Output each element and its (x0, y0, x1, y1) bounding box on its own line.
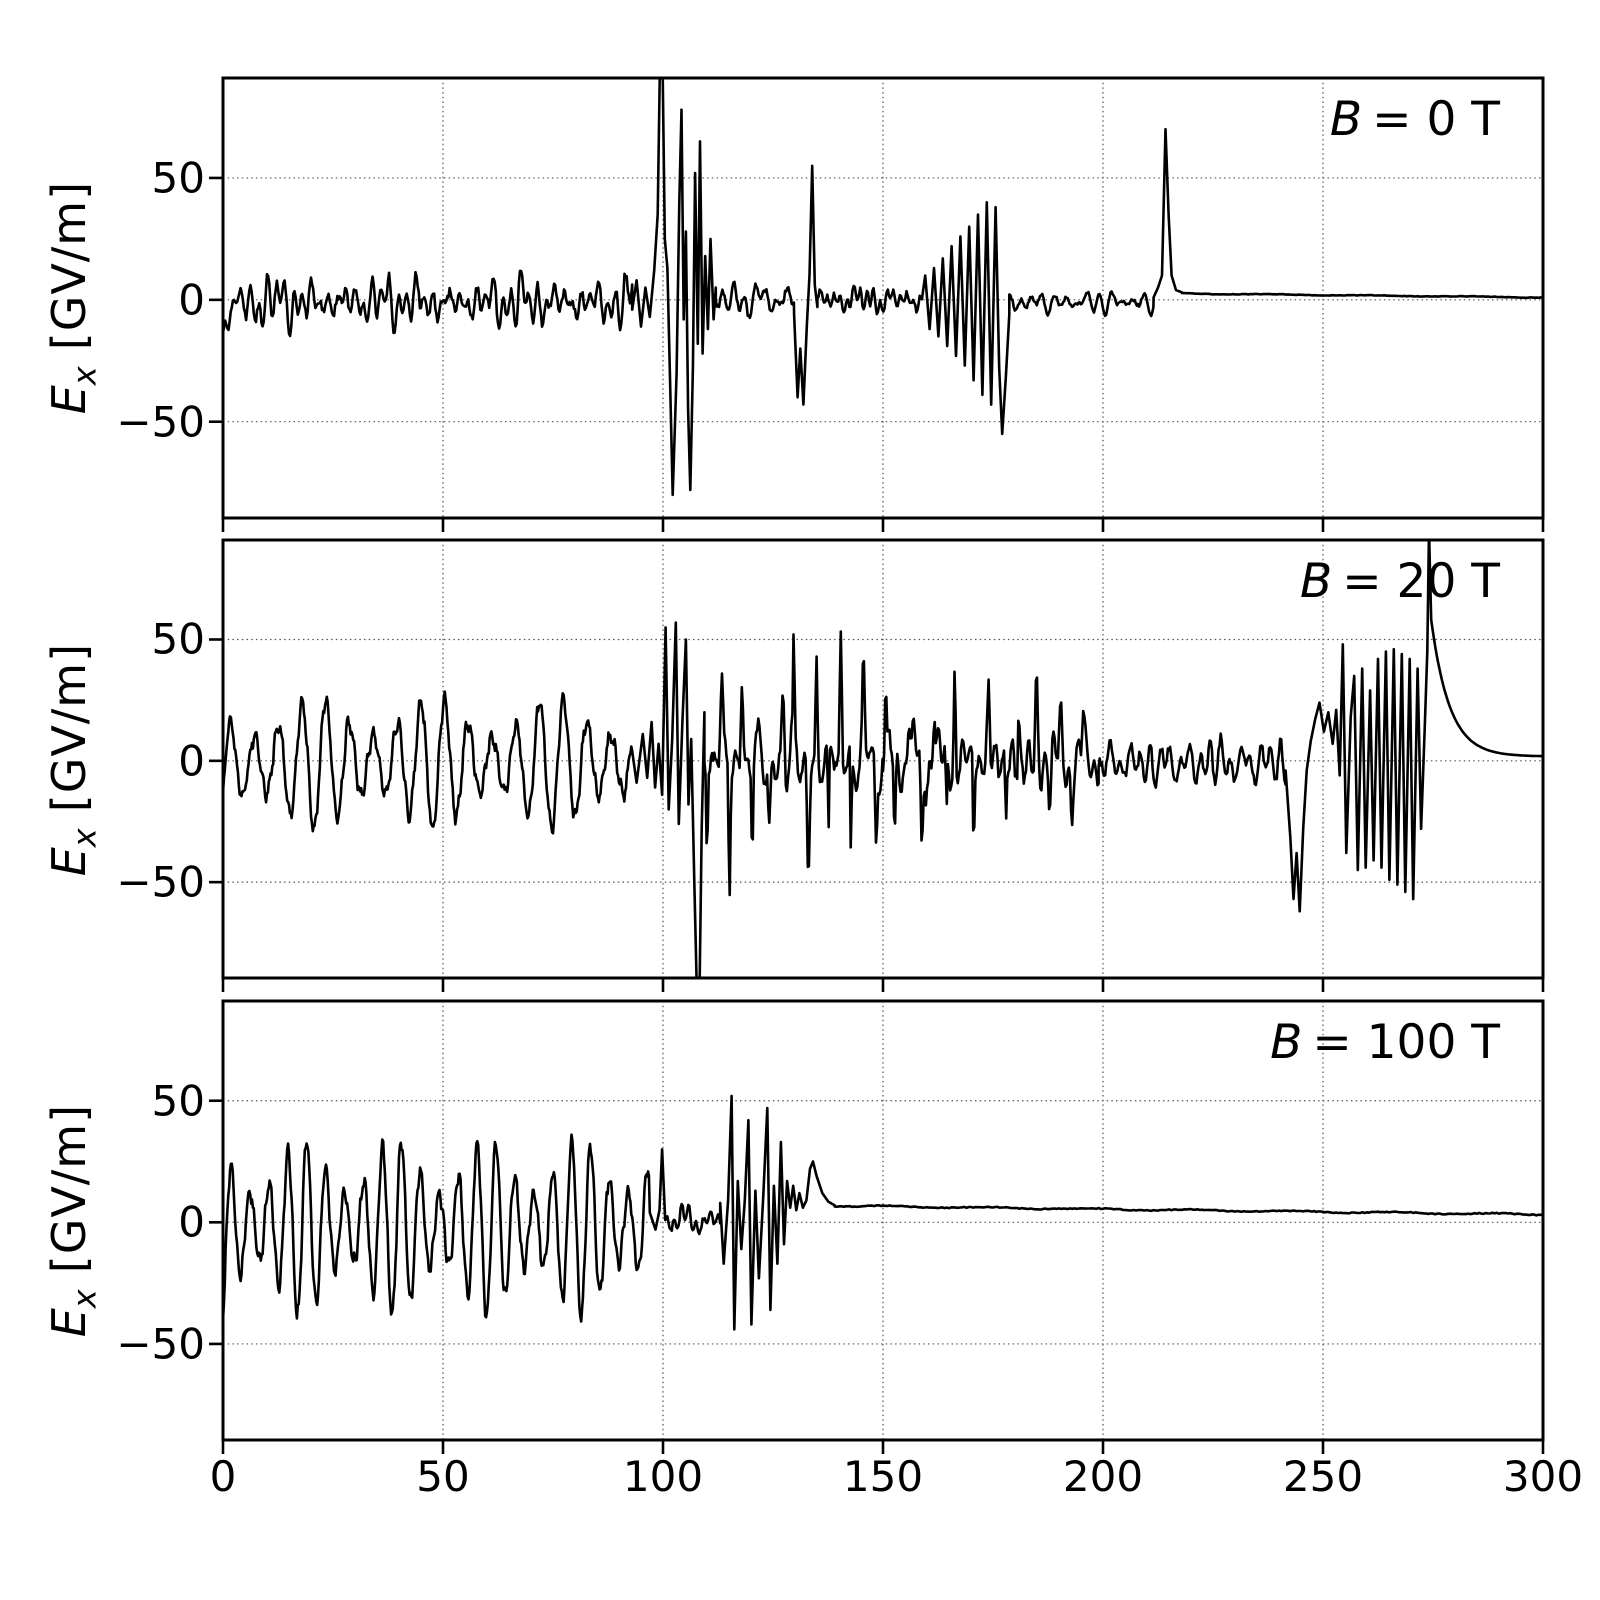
panel-label-b20: B = 20 T (1300, 554, 1500, 609)
series-line (223, 540, 1543, 978)
x-tick-label: 0 (209, 1452, 237, 1501)
y-tick-label: 50 (151, 614, 205, 664)
panel-label-b0: B = 0 T (1330, 92, 1500, 147)
x-tick-label: 200 (1062, 1452, 1144, 1501)
ylabel-unit: [GV/m] (42, 181, 97, 351)
ylabel-unit: [GV/m] (42, 1104, 97, 1274)
ylabel-subscript: x (65, 366, 104, 386)
x-tick-label: 100 (622, 1452, 704, 1501)
y-axis-label-panel-2: Ex [GV/m] (8, 540, 138, 980)
series-line (223, 78, 1543, 497)
panel-label-variable: B (1270, 1015, 1303, 1070)
y-axis-label-panel-3: Ex [GV/m] (8, 1001, 138, 1441)
panel-label-value: = 100 T (1312, 1015, 1500, 1070)
y-tick-label: 50 (151, 1076, 205, 1126)
x-tick-label: 50 (416, 1452, 470, 1501)
panel-plot-1 (209, 76, 1545, 532)
panel-label-variable: B (1299, 554, 1333, 609)
panel-label-b100: B = 100 T (1270, 1015, 1500, 1070)
x-tick-label: 300 (1502, 1452, 1584, 1501)
ylabel-unit: [GV/m] (42, 643, 97, 813)
y-tick-label: −50 (116, 1319, 205, 1369)
ylabel-subscript: x (65, 1289, 104, 1309)
panel-label-value: = 20 T (1342, 554, 1500, 609)
ylabel-variable: E (42, 847, 97, 877)
y-axis-label-panel-1: Ex [GV/m] (8, 78, 138, 518)
y-tick-label: 0 (178, 275, 205, 325)
ylabel-subscript: x (65, 828, 104, 848)
y-tick-label: 0 (178, 1197, 205, 1247)
series-line (223, 1094, 1543, 1331)
panel-plot-3 (209, 999, 1545, 1454)
panel-label-variable: B (1329, 92, 1363, 147)
y-tick-label: 0 (178, 736, 205, 786)
panel-plot-2 (209, 538, 1545, 992)
x-tick-label: 250 (1282, 1452, 1364, 1501)
ylabel-variable: E (42, 1308, 97, 1338)
x-tick-label: 150 (842, 1452, 924, 1501)
y-tick-label: −50 (116, 397, 205, 447)
ylabel-variable: E (42, 385, 97, 415)
y-tick-label: −50 (116, 857, 205, 907)
panel-label-value: = 0 T (1372, 92, 1500, 147)
y-tick-label: 50 (151, 153, 205, 203)
